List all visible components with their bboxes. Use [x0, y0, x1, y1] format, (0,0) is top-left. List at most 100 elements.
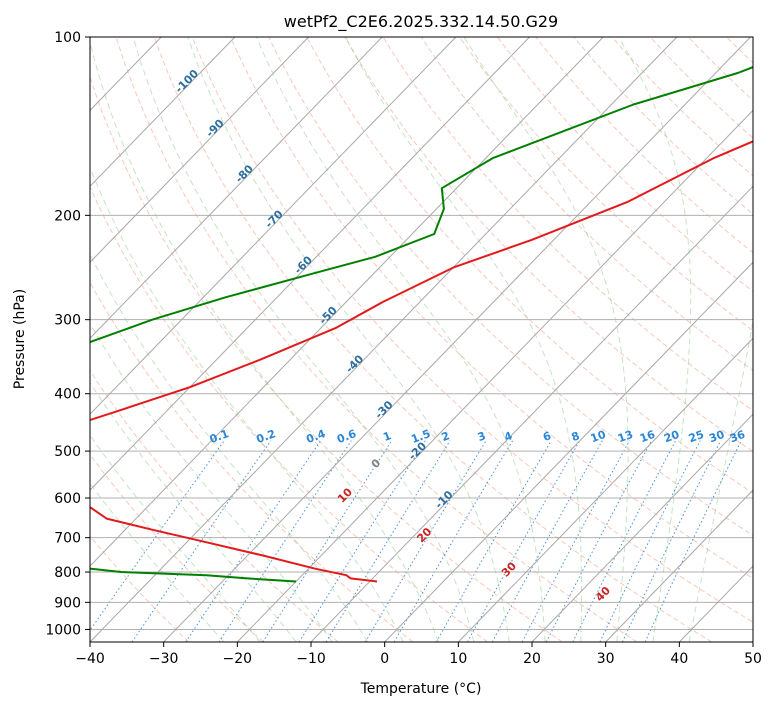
dewpoint-profile: [90, 66, 753, 583]
overlay-labels: 0.1 0.2 0.4 0.6 1 1.5 2 3 4 6 8 10 13 16 20 25 30 36-100-…: [173, 67, 748, 604]
y-tick-label: 500: [54, 444, 81, 460]
isotherm: [457, 337, 753, 642]
moist-adiabat: [90, 166, 404, 642]
dry-adiabat: [420, 37, 753, 372]
isotherm: [605, 489, 753, 642]
mixing-ratio-label: 25: [687, 428, 706, 445]
mixing-ratio-line: [131, 440, 272, 642]
dry-adiabat: [611, 37, 753, 177]
x-tick-label: 20: [523, 651, 541, 667]
x-tick-label: 0: [380, 651, 389, 667]
dry-adiabat: [153, 37, 712, 642]
mixing-ratio-label: 1.5: [409, 427, 432, 446]
moist-adiabat: [688, 318, 753, 642]
dry-adiabat: [230, 37, 753, 579]
mixing-ratio-label: 0.2: [255, 427, 278, 446]
plot-frame: [89, 36, 754, 643]
x-tick-label: 10: [449, 651, 467, 667]
x-tick-label: 40: [670, 651, 688, 667]
moist-adiabat: [255, 37, 546, 642]
dry-adiabat: [115, 37, 638, 642]
y-tick-label: 1000: [45, 622, 81, 638]
y-tick-label: 700: [54, 531, 81, 547]
isotherm: [90, 37, 457, 415]
mixing-ratio-label: 10: [589, 428, 608, 446]
chart-title: wetPf2_C2E6.2025.332.14.50.G29: [284, 12, 558, 32]
mixing-ratio-line: [545, 440, 653, 642]
mixing-ratio-label: 1: [381, 429, 393, 444]
x-axis-label: Temperature (°C): [360, 681, 482, 697]
x-tick-label: −10: [296, 651, 326, 667]
pressure-grid: [90, 37, 753, 630]
x-tick-label: 50: [744, 651, 762, 667]
isotherm: [310, 185, 753, 642]
moist-adiabat: [618, 37, 692, 642]
isotherm: [90, 37, 383, 339]
mixing-ratio-line: [185, 440, 322, 642]
y-axis: 100 200 300 400 500 600 700 800 900 1000: [45, 30, 90, 638]
mixing-ratio-label: 13: [616, 428, 635, 445]
mixing-ratio-line: [599, 440, 701, 642]
x-tick-label: −20: [223, 651, 253, 667]
isotherm: [90, 37, 678, 642]
x-tick-label: −40: [75, 651, 105, 667]
mixing-ratio-label: 8: [570, 429, 582, 444]
mixing-ratio-label: 16: [638, 428, 657, 446]
dry-adiabat: [191, 37, 753, 623]
y-tick-label: 200: [54, 208, 81, 224]
plot-area: 0.1 0.2 0.4 0.6 1 1.5 2 3 4 6 8 10 13 16 20 25 30 36-100-…: [90, 37, 753, 642]
y-tick-label: 100: [54, 30, 81, 46]
dry-adiabat: [306, 37, 753, 494]
mixing-ratio-label: 0.6: [335, 427, 358, 446]
temperature-profile: [90, 140, 753, 583]
moist-adiabat: [90, 253, 369, 642]
dry-adiabat: [90, 185, 488, 642]
y-tick-label: 400: [54, 387, 81, 403]
mixing-ratio-label: 30: [707, 428, 726, 446]
dry-adiabat: [90, 535, 190, 642]
isotherm: [236, 109, 753, 642]
mixing-ratio-line: [393, 440, 514, 642]
moist-adiabat: [90, 381, 297, 642]
mixing-ratio-label: 20: [662, 428, 681, 446]
mixing-ratio-label: 0.4: [305, 427, 328, 446]
mixing-ratio-line: [644, 440, 742, 642]
x-axis: −40 −30 −20 −10 0 10 20 30 40 50: [75, 642, 762, 667]
mixing-ratio-label: 2: [440, 429, 452, 444]
dry-adiabat: [90, 75, 563, 642]
mixing-ratio-label: 36: [728, 428, 747, 446]
dry-adiabat: [382, 37, 753, 412]
moist-adiabat: [90, 322, 333, 642]
moist-adiabat: [90, 40, 439, 642]
mixing-ratio-label: 3: [476, 429, 488, 444]
moist-adiabat: [132, 37, 475, 642]
isotherm: [90, 37, 530, 491]
y-tick-label: 900: [54, 595, 81, 611]
mixing-ratio-line: [218, 440, 352, 642]
y-tick-label: 600: [54, 491, 81, 507]
x-tick-label: 30: [597, 651, 615, 667]
moist-adiabat: [90, 482, 225, 642]
y-tick-label: 300: [54, 313, 81, 329]
dry-adiabat: [573, 37, 753, 215]
y-tick-label: 800: [54, 565, 81, 581]
mixing-ratio-label: 4: [502, 429, 514, 444]
isotherm: [531, 413, 753, 642]
mixing-ratio-line: [572, 440, 677, 642]
dry-adiabat: [535, 37, 753, 254]
dry-adiabat: [90, 281, 414, 642]
x-tick-label: −30: [149, 651, 179, 667]
mixing-ratio-line: [364, 440, 487, 642]
mixing-ratio-label: 0.1: [208, 427, 231, 446]
isotherm: [384, 261, 753, 642]
mixing-ratio-label: 6: [541, 429, 553, 444]
moist-adiabats: [90, 37, 753, 642]
moist-adiabat: [463, 37, 629, 642]
mixing-ratio-line: [90, 440, 225, 632]
mixing-ratio-line: [325, 440, 451, 642]
profile-series: [90, 66, 753, 583]
dry-adiabat: [497, 37, 753, 293]
moist-adiabat: [344, 37, 582, 642]
